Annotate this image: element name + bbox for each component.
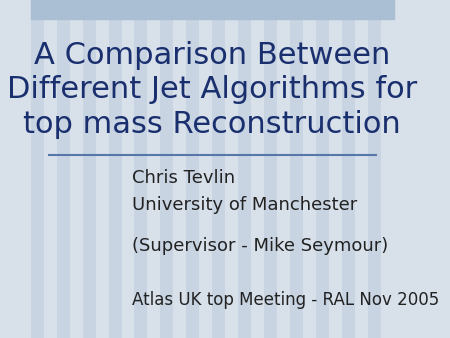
Text: A Comparison Between
Different Jet Algorithms for
top mass Reconstruction: A Comparison Between Different Jet Algor… [7, 41, 418, 139]
Bar [83, 0, 95, 338]
Bar [355, 0, 368, 338]
Bar [148, 0, 161, 338]
Bar [303, 0, 316, 338]
Bar [225, 0, 238, 338]
Bar [381, 0, 394, 338]
Bar [31, 0, 44, 338]
Bar [251, 0, 264, 338]
Bar [57, 0, 70, 338]
Text: Chris Tevlin: Chris Tevlin [132, 169, 235, 187]
Bar [108, 0, 122, 338]
Bar [329, 0, 342, 338]
Text: Atlas UK top Meeting - RAL Nov 2005: Atlas UK top Meeting - RAL Nov 2005 [132, 291, 440, 309]
Bar [135, 0, 148, 338]
Bar [238, 0, 251, 338]
Bar [173, 0, 186, 338]
Bar [277, 0, 290, 338]
Bar [290, 0, 303, 338]
Bar [122, 0, 135, 338]
Bar [95, 0, 108, 338]
Bar [186, 0, 199, 338]
Text: University of Manchester: University of Manchester [132, 196, 358, 214]
Bar [316, 0, 329, 338]
Bar [199, 0, 212, 338]
Bar [31, 0, 394, 19]
Text: (Supervisor - Mike Seymour): (Supervisor - Mike Seymour) [132, 237, 389, 255]
Bar [342, 0, 355, 338]
Bar [161, 0, 173, 338]
Bar [212, 0, 225, 338]
Bar [70, 0, 83, 338]
Bar [264, 0, 277, 338]
Bar [44, 0, 57, 338]
Bar [368, 0, 381, 338]
